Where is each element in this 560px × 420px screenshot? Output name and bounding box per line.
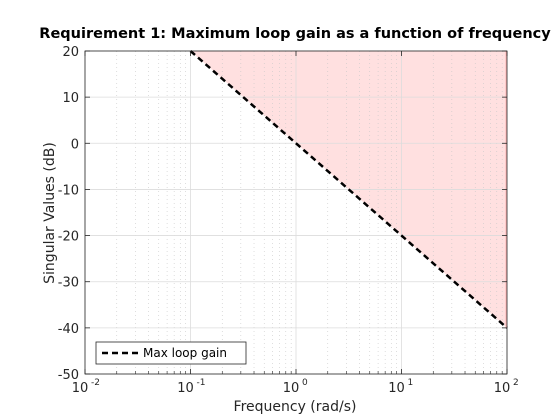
- x-tick-label: 10: [494, 381, 511, 396]
- x-tick-exponent: -1: [197, 378, 206, 388]
- legend-box: [95, 341, 247, 365]
- x-tick-exponent: 0: [302, 378, 308, 388]
- x-tick-exponent: 2: [513, 378, 519, 388]
- x-tick-label: 10: [388, 381, 405, 396]
- series-line-max-loop-gain: [189, 50, 508, 329]
- y-tick-label: 10: [62, 91, 79, 106]
- y-tick-label: -20: [58, 230, 79, 245]
- y-tick-label: -30: [58, 276, 79, 291]
- y-tick-label: 0: [71, 137, 79, 152]
- x-tick-exponent: -2: [91, 378, 100, 388]
- y-tick-label: -40: [58, 322, 79, 337]
- y-tick-label: -50: [58, 368, 79, 383]
- x-tick-label: 10: [283, 381, 300, 396]
- legend-label: Max loop gain: [143, 346, 227, 360]
- y-axis-label: Singular Values (dB): [42, 142, 58, 284]
- plot-area: 10 -2 10 -1 10 0 10 1 10 220100-10-20-30-40-50Max…: [58, 45, 519, 396]
- y-tick-label: 20: [62, 45, 79, 60]
- x-tick-label: 10: [177, 381, 194, 396]
- chart-title: Requirement 1: Maximum loop gain as a fu…: [39, 26, 551, 42]
- x-tick-label: 10: [72, 381, 89, 396]
- x-axis-label: Frequency (rad/s): [234, 399, 357, 415]
- y-tick-label: -10: [58, 183, 79, 198]
- x-tick-exponent: 1: [408, 378, 414, 388]
